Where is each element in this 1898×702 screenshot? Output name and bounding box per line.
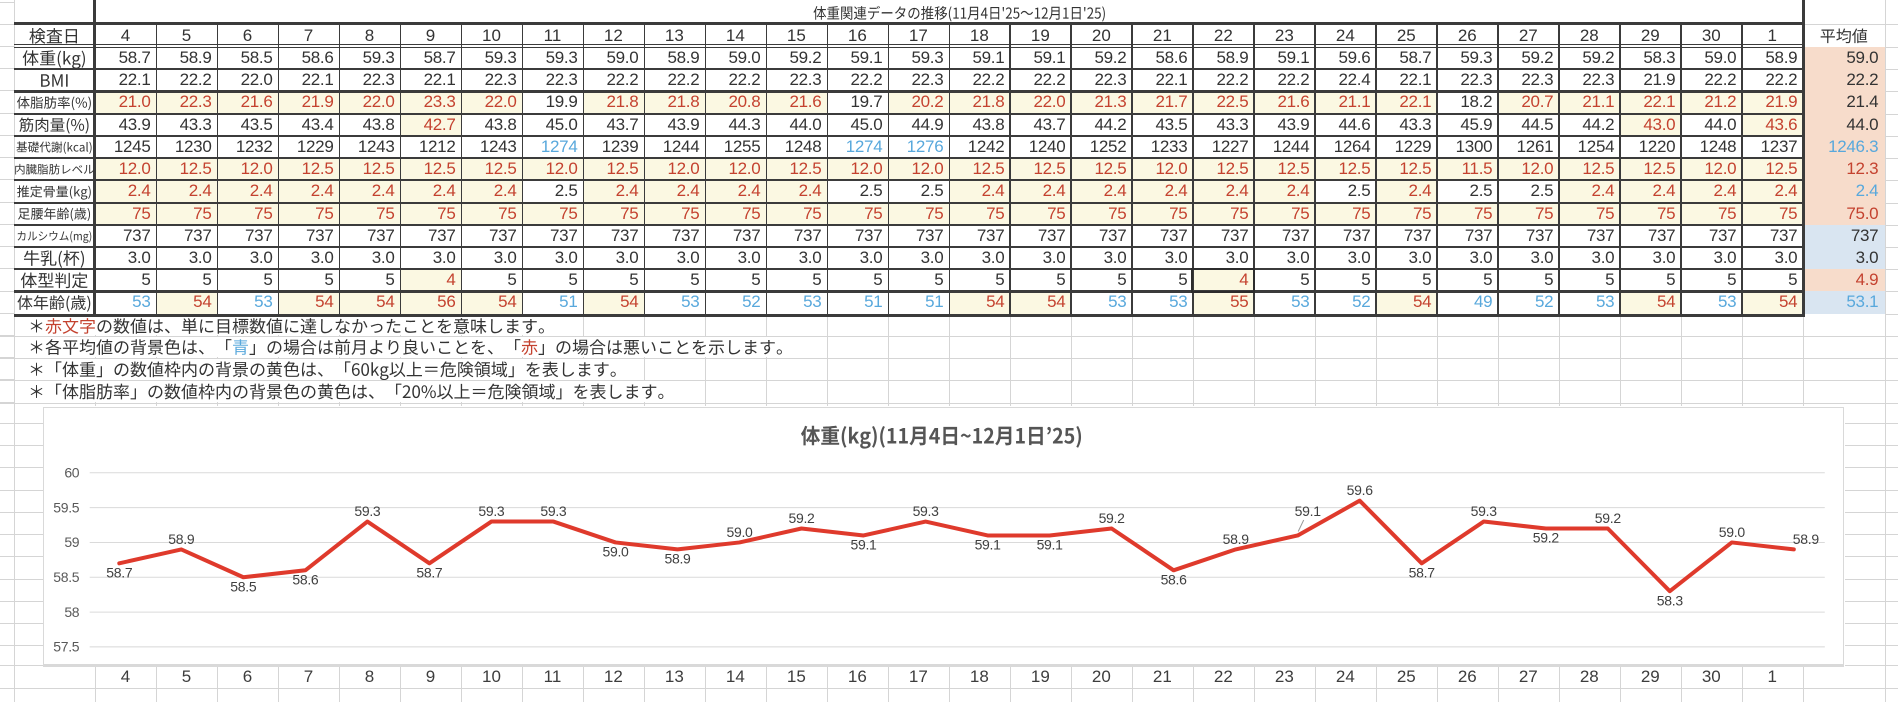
svg-text:58.6: 58.6 [1160, 571, 1187, 587]
svg-text:59.3: 59.3 [354, 503, 381, 519]
svg-text:58.7: 58.7 [1408, 564, 1435, 580]
svg-text:59: 59 [64, 534, 79, 550]
svg-text:59.0: 59.0 [1718, 523, 1745, 539]
svg-text:59.1: 59.1 [1036, 536, 1063, 552]
svg-text:58.9: 58.9 [1792, 530, 1819, 546]
svg-text:59.3: 59.3 [540, 503, 567, 519]
svg-text:58.9: 58.9 [664, 550, 691, 566]
svg-text:59.1: 59.1 [1294, 502, 1321, 518]
svg-text:59.2: 59.2 [1098, 510, 1125, 526]
svg-text:58.5: 58.5 [230, 578, 257, 594]
svg-text:58.7: 58.7 [416, 564, 443, 580]
svg-text:59.2: 59.2 [788, 510, 815, 526]
svg-text:59.3: 59.3 [912, 503, 939, 519]
svg-text:59.6: 59.6 [1346, 482, 1373, 498]
svg-text:59.0: 59.0 [602, 543, 629, 559]
svg-text:58.5: 58.5 [53, 568, 80, 584]
svg-text:59.0: 59.0 [726, 523, 753, 539]
svg-text:59.2: 59.2 [1594, 510, 1621, 526]
svg-text:58.9: 58.9 [168, 530, 195, 546]
svg-text:59.2: 59.2 [1532, 529, 1559, 545]
svg-text:58: 58 [64, 603, 79, 619]
svg-text:58.9: 58.9 [1222, 530, 1249, 546]
svg-text:58.7: 58.7 [106, 564, 133, 580]
svg-text:58.6: 58.6 [292, 571, 319, 587]
svg-text:59.5: 59.5 [53, 499, 80, 515]
svg-text:60: 60 [64, 464, 79, 480]
svg-text:59.1: 59.1 [850, 536, 877, 552]
svg-text:57.5: 57.5 [53, 638, 80, 654]
svg-text:59.3: 59.3 [478, 503, 505, 519]
svg-text:59.1: 59.1 [974, 536, 1001, 552]
svg-text:58.3: 58.3 [1656, 592, 1683, 608]
svg-text:59.3: 59.3 [1470, 503, 1497, 519]
